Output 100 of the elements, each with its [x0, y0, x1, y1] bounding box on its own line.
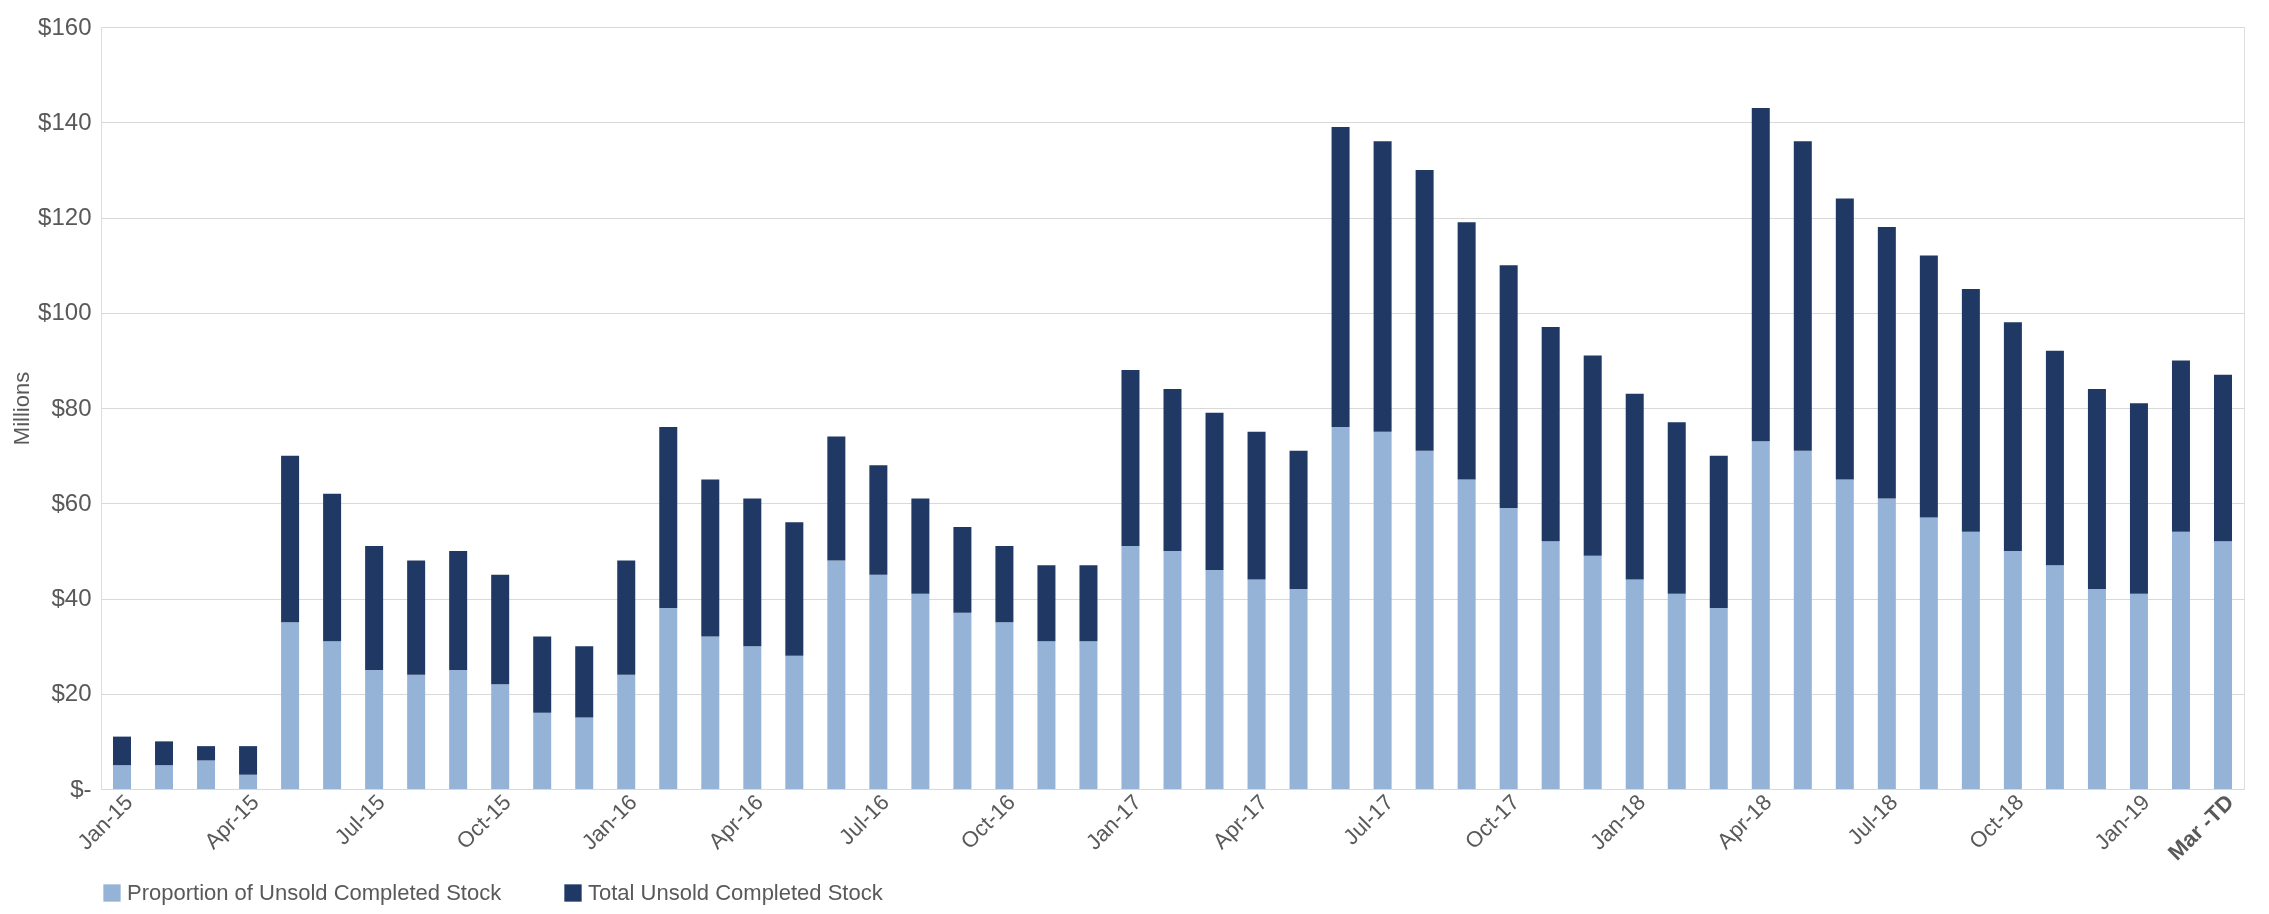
bar	[2213, 541, 2232, 789]
bar	[449, 669, 468, 789]
bar	[1541, 541, 1560, 789]
bar	[2003, 322, 2022, 551]
y-tick-label: $80	[51, 393, 92, 421]
bar	[1541, 327, 1560, 542]
bar	[323, 493, 342, 642]
bar	[1499, 265, 1518, 509]
bar	[2003, 550, 2022, 789]
bar	[323, 641, 342, 789]
bar	[533, 636, 552, 713]
bar	[1331, 427, 1350, 789]
y-axis-title: Millions	[9, 371, 35, 446]
bar	[155, 765, 174, 789]
bar	[1667, 593, 1686, 789]
bar	[1289, 450, 1308, 589]
bar	[1037, 641, 1056, 789]
bar	[1037, 565, 1056, 642]
bar	[1121, 369, 1140, 547]
bar	[2129, 593, 2148, 789]
bar	[2087, 388, 2106, 589]
bar	[1121, 546, 1140, 789]
bar	[1961, 531, 1980, 789]
bar	[197, 746, 216, 761]
y-tick-label: $160	[38, 12, 92, 40]
bar	[659, 608, 678, 789]
x-tick-label: Mar -TD	[2162, 789, 2239, 865]
bar	[617, 560, 636, 675]
bar	[1163, 388, 1182, 551]
bar	[1163, 550, 1182, 789]
bar	[701, 636, 720, 789]
legend-label: Proportion of Unsold Completed Stock	[127, 880, 503, 905]
bar	[995, 546, 1014, 623]
bar	[1247, 431, 1266, 580]
bar	[1709, 455, 1728, 609]
bar	[1583, 355, 1602, 556]
bar	[1835, 479, 1854, 789]
bar	[1877, 227, 1896, 499]
bar	[2129, 403, 2148, 594]
bar	[2171, 531, 2190, 789]
bar	[281, 455, 300, 623]
bar	[785, 655, 804, 789]
y-tick-label: $140	[38, 107, 92, 135]
bar	[197, 760, 216, 789]
bar	[113, 736, 132, 766]
bar	[449, 550, 468, 670]
bar	[491, 684, 510, 789]
bar	[2171, 360, 2190, 532]
bar	[533, 712, 552, 789]
bar	[869, 465, 888, 575]
bar	[659, 427, 678, 609]
bar	[407, 560, 426, 675]
bar	[911, 498, 930, 594]
bar	[1415, 169, 1434, 451]
bar	[1919, 517, 1938, 789]
bar	[1205, 412, 1224, 570]
bar	[1667, 422, 1686, 594]
bar	[1877, 498, 1896, 789]
bar	[155, 741, 174, 766]
bar	[365, 546, 384, 670]
y-tick-label: $100	[38, 298, 92, 326]
bar	[2045, 565, 2064, 789]
bar	[785, 522, 804, 656]
bar	[1961, 288, 1980, 532]
legend-label: Total Unsold Completed Stock	[588, 880, 884, 905]
bar	[701, 479, 720, 637]
y-tick-label: $120	[38, 203, 92, 230]
bar	[1793, 450, 1812, 789]
bar	[491, 574, 510, 685]
bar	[1625, 393, 1644, 580]
bar	[1331, 127, 1350, 428]
bar	[575, 717, 594, 789]
bar	[1079, 565, 1098, 642]
bar	[365, 669, 384, 789]
bar	[1247, 579, 1266, 789]
bar	[1625, 579, 1644, 789]
bar	[1583, 555, 1602, 789]
bar	[1457, 479, 1476, 789]
bar	[1919, 255, 1938, 518]
bar	[281, 622, 300, 789]
bar	[2087, 588, 2106, 789]
bar	[1709, 608, 1728, 789]
bar	[995, 622, 1014, 789]
bar	[827, 560, 846, 789]
bar	[953, 612, 972, 789]
bar	[1793, 141, 1812, 451]
bar	[1751, 441, 1770, 789]
bar	[1205, 569, 1224, 789]
bar	[2213, 374, 2232, 542]
bar	[113, 765, 132, 789]
bar	[1289, 588, 1308, 789]
y-tick-label: $40	[51, 584, 92, 611]
bar	[1457, 222, 1476, 480]
bar	[743, 646, 762, 789]
bar	[407, 674, 426, 789]
y-tick-label: $20	[51, 679, 92, 707]
bar	[743, 498, 762, 647]
bar	[1751, 107, 1770, 442]
bar	[2045, 350, 2064, 566]
bar	[827, 436, 846, 561]
